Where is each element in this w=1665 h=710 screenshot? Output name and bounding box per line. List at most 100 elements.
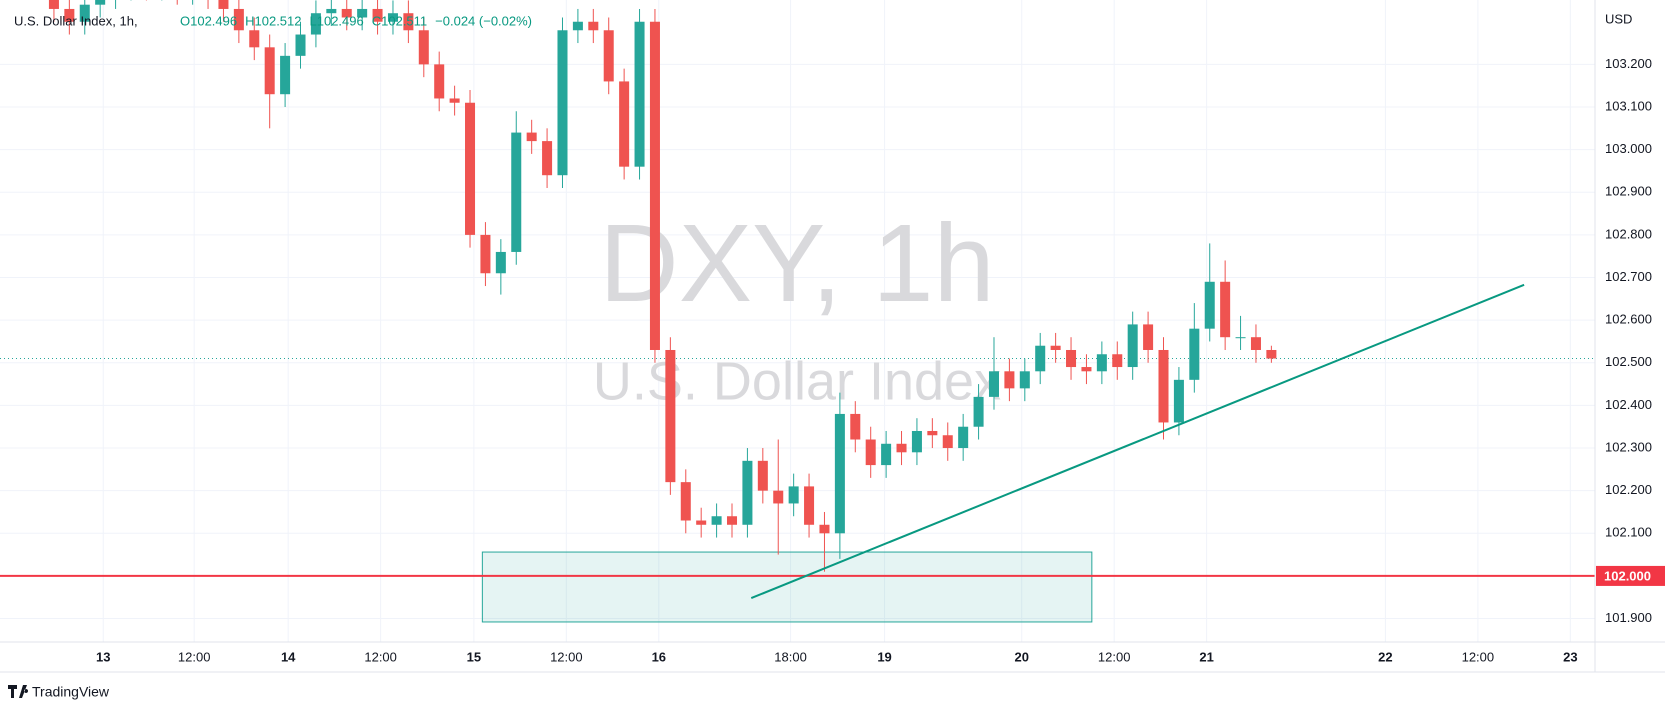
- x-tick-label: 23: [1563, 649, 1577, 664]
- candle-body: [326, 8, 337, 14]
- candle-body: [1035, 345, 1046, 372]
- candle-body: [465, 102, 476, 235]
- x-tick-label: 20: [1014, 649, 1028, 664]
- candle-body: [973, 396, 984, 427]
- price-label: 102.000: [1604, 568, 1651, 583]
- candle-body: [804, 486, 815, 525]
- candle-body: [757, 460, 768, 491]
- y-tick-label: 102.300: [1605, 439, 1652, 454]
- candle-body: [1081, 367, 1092, 372]
- candle-body: [48, 0, 59, 9]
- candle-body: [1173, 379, 1184, 423]
- brand-logo: TradingView: [8, 684, 110, 700]
- candle-body: [1220, 281, 1231, 338]
- candle-body: [372, 8, 383, 22]
- y-tick-label: 103.100: [1605, 98, 1652, 113]
- plot: [0, 0, 1595, 623]
- candle-body: [495, 251, 506, 274]
- x-tick-label: 14: [281, 649, 296, 664]
- ohlc-legend: O102.496 H102.512 L102.496 C102.511 −0.024 (…: [180, 13, 532, 28]
- candle-body: [696, 520, 707, 525]
- y-tick-label: 102.800: [1605, 226, 1652, 241]
- candle-body: [634, 21, 645, 167]
- candle-body: [1066, 349, 1077, 368]
- x-tick-label: 19: [877, 649, 891, 664]
- candle-body: [896, 443, 907, 453]
- x-tick-label: 15: [467, 649, 481, 664]
- candle-body: [1266, 349, 1277, 359]
- y-tick-label: 102.500: [1605, 354, 1652, 369]
- candle-body: [881, 443, 892, 466]
- candle-body: [958, 426, 969, 449]
- ohlc-value: H102.512: [245, 13, 301, 28]
- candle-body: [927, 430, 938, 436]
- x-tick-label: 12:00: [1098, 649, 1131, 664]
- candle-body: [588, 21, 599, 31]
- chart-title: U.S. Dollar Index, 1h,: [14, 13, 138, 28]
- ohlc-value: L102.496: [310, 13, 364, 28]
- candle-body: [1004, 371, 1015, 389]
- candle-body: [542, 141, 553, 176]
- watermark: DXY, 1h: [599, 202, 994, 325]
- candle-body: [1127, 324, 1138, 368]
- candle-body: [357, 8, 368, 18]
- candle-body: [280, 55, 291, 95]
- candle-body: [665, 349, 676, 483]
- candle-body: [1050, 345, 1061, 350]
- candle-body: [865, 439, 876, 466]
- grid: [0, 0, 1595, 642]
- x-tick-label: 18:00: [774, 649, 807, 664]
- trendline: [750, 283, 1525, 600]
- candle-body: [1189, 328, 1200, 380]
- x-tick-label: 12:00: [364, 649, 397, 664]
- candle-body: [1235, 337, 1246, 339]
- candle-body: [249, 30, 260, 48]
- candle-body: [942, 435, 953, 449]
- y-tick-label: 102.600: [1605, 312, 1652, 327]
- candle-body: [834, 413, 845, 534]
- candle-body: [649, 21, 660, 350]
- y-tick-label: 103.200: [1605, 56, 1652, 71]
- y-tick-label: 102.200: [1605, 482, 1652, 497]
- candle-body: [557, 30, 568, 176]
- price-label-bg: [1596, 565, 1665, 586]
- candle-body: [911, 430, 922, 453]
- candle-body: [1096, 354, 1107, 372]
- candle-body: [233, 8, 244, 31]
- candle-body: [418, 30, 429, 65]
- candle-body: [1250, 337, 1261, 350]
- candle-body: [572, 21, 583, 31]
- candle-body: [1158, 349, 1169, 423]
- candle-body: [603, 30, 614, 82]
- candle-body: [1143, 324, 1154, 350]
- candle-body: [64, 8, 75, 22]
- candle-body: [726, 516, 738, 525]
- candle-body: [1112, 354, 1123, 368]
- y-tick-label: 102.900: [1605, 184, 1652, 199]
- candle-body: [850, 413, 861, 440]
- candle-body: [218, 0, 229, 9]
- candle-body: [95, 0, 106, 5]
- candle-body: [310, 13, 321, 35]
- candle-body: [295, 34, 306, 56]
- x-tick-label: 16: [652, 649, 666, 664]
- x-tick-label: 21: [1199, 649, 1213, 664]
- candle-body: [742, 460, 753, 525]
- candle-body: [526, 132, 537, 142]
- candle-body: [788, 486, 799, 504]
- candle-body: [1019, 371, 1030, 389]
- candle-body: [434, 64, 445, 99]
- ohlc-value: O102.496: [180, 13, 237, 28]
- candle-body: [511, 132, 522, 252]
- x-tick-label: 13: [96, 649, 110, 664]
- y-tick-label: 101.900: [1605, 610, 1652, 625]
- watermark-sub: U.S. Dollar Index: [593, 351, 1001, 411]
- candle-body: [988, 371, 999, 397]
- candle-body: [1204, 281, 1215, 329]
- y-tick-label: 102.400: [1605, 397, 1652, 412]
- candle-body: [819, 524, 830, 534]
- ohlc-value: −0.024 (−0.02%): [435, 13, 532, 28]
- candle-body: [264, 47, 275, 95]
- ohlc-value: C102.511: [372, 13, 427, 28]
